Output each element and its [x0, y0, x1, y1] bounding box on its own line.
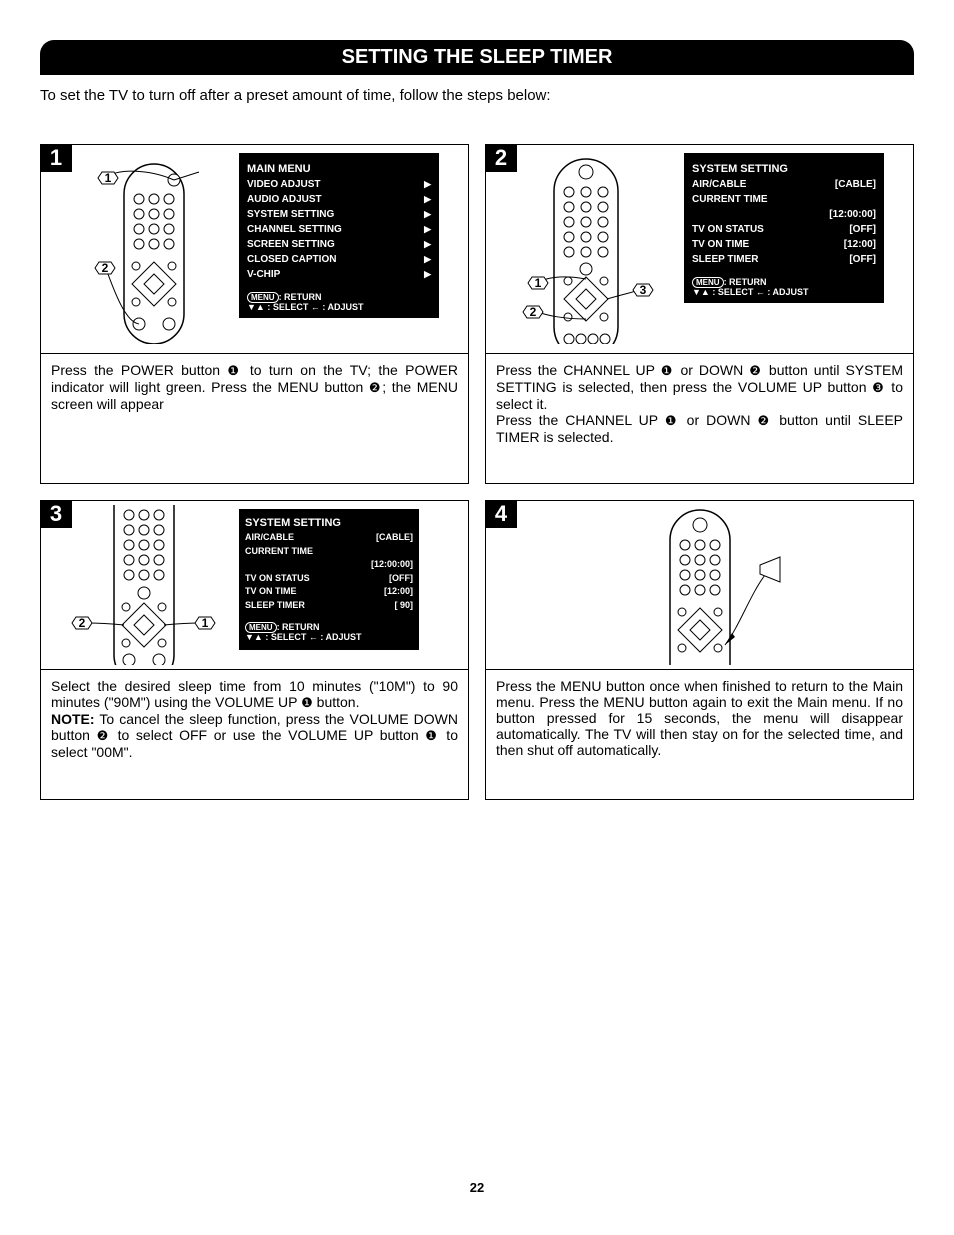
svg-text:2: 2: [530, 305, 537, 319]
steps-grid: 1: [40, 144, 914, 800]
svg-text:3: 3: [640, 283, 647, 297]
circled-1-icon: ❶: [227, 363, 242, 378]
remote-illustration: 1 2 3: [494, 153, 674, 345]
menu-title: SYSTEM SETTING: [692, 163, 876, 175]
circled-1-icon: ❶: [425, 728, 439, 743]
menu-title: SYSTEM SETTING: [245, 517, 413, 529]
step-1-diagram: 1: [40, 144, 469, 354]
menu-item: TV ON TIME: [692, 237, 749, 252]
menu-item: CLOSED CAPTION: [247, 252, 336, 267]
step-2-diagram: 2: [485, 144, 914, 354]
svg-text:2: 2: [79, 616, 86, 630]
page-title: SETTING THE SLEEP TIMER: [40, 40, 914, 75]
step-2: 2: [485, 144, 914, 484]
step-4-diagram: 4: [485, 500, 914, 670]
system-setting-screen: SYSTEM SETTING AIR/CABLE[CABLE] CURRENT …: [684, 153, 884, 303]
circled-1-icon: ❶: [301, 695, 313, 710]
circled-2-icon: ❷: [749, 363, 763, 378]
remote-illustration: [494, 509, 905, 661]
svg-text:1: 1: [202, 616, 209, 630]
step-number: 1: [40, 144, 72, 172]
remote-illustration: 1 2: [49, 153, 229, 345]
step-4: 4: [485, 500, 914, 800]
menu-item: V-CHIP: [247, 267, 280, 282]
menu-footer: MENU: RETURN ▼▲ : SELECT ← : ADJUST: [247, 292, 431, 312]
menu-item: SCREEN SETTING: [247, 237, 335, 252]
circled-1-icon: ❶: [661, 363, 675, 378]
circled-2-icon: ❷: [757, 413, 772, 428]
svg-text:1: 1: [105, 171, 112, 185]
menu-footer: MENU: RETURN ▼▲ : SELECT ← : ADJUST: [692, 277, 876, 297]
circled-3-icon: ❸: [872, 380, 885, 395]
page-number: 22: [40, 1180, 914, 1195]
menu-item: AIR/CABLE: [692, 177, 746, 192]
step-number: 2: [485, 144, 517, 172]
menu-item: CURRENT TIME: [692, 192, 768, 207]
step-4-text: Press the MENU button once when finished…: [485, 670, 914, 800]
step-1-text: Press the POWER button ❶ to turn on the …: [40, 354, 469, 484]
menu-item: TV ON TIME: [245, 585, 297, 599]
menu-item: VIDEO ADJUST: [247, 177, 321, 192]
menu-footer: MENU: RETURN ▼▲ : SELECT ← : ADJUST: [245, 622, 413, 642]
menu-item: SLEEP TIMER: [692, 252, 759, 267]
step-number: 4: [485, 500, 517, 528]
step-2-text: Press the CHANNEL UP ❶ or DOWN ❷ button …: [485, 354, 914, 484]
circled-2-icon: ❷: [369, 380, 382, 395]
note-label: NOTE:: [51, 711, 95, 727]
svg-text:2: 2: [102, 261, 109, 275]
menu-item: TV ON STATUS: [692, 222, 764, 237]
system-setting-screen: SYSTEM SETTING AIR/CABLE[CABLE] CURRENT …: [239, 509, 419, 650]
svg-text:1: 1: [535, 276, 542, 290]
menu-item: AUDIO ADJUST: [247, 192, 322, 207]
menu-item: CURRENT TIME: [245, 545, 313, 559]
menu-item: CHANNEL SETTING: [247, 222, 342, 237]
step-number: 3: [40, 500, 72, 528]
step-3: 3: [40, 500, 469, 800]
menu-item: SLEEP TIMER: [245, 599, 305, 613]
circled-1-icon: ❶: [665, 413, 680, 428]
step-3-text: Select the desired sleep time from 10 mi…: [40, 670, 469, 800]
circled-2-icon: ❷: [97, 728, 111, 743]
menu-item: SYSTEM SETTING: [247, 207, 334, 222]
step-1: 1: [40, 144, 469, 484]
menu-item: TV ON STATUS: [245, 572, 310, 586]
menu-item: AIR/CABLE: [245, 531, 294, 545]
main-menu-screen: MAIN MENU VIDEO ADJUST▶ AUDIO ADJUST▶ SY…: [239, 153, 439, 318]
remote-illustration: 1 2: [49, 509, 229, 661]
menu-title: MAIN MENU: [247, 163, 431, 175]
intro-text: To set the TV to turn off after a preset…: [40, 87, 914, 104]
step-3-diagram: 3: [40, 500, 469, 670]
